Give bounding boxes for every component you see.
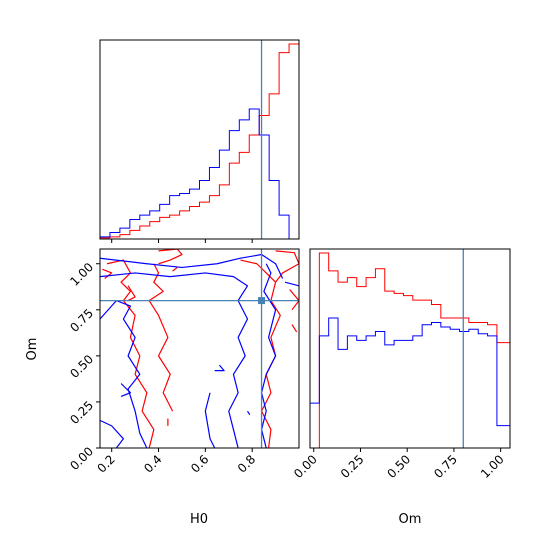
hist-om-red-series [310,252,510,448]
x-axis-label-om: Om [399,512,422,527]
contour-red-line [148,263,174,412]
contour-x-tick-label: 0.6 [188,452,211,475]
contour-y-tick-label: 1.00 [67,260,96,289]
hist-h0-red-series [100,43,299,239]
y-axis-label-om: Om [25,338,40,361]
contour-blue-line [214,364,225,372]
contour-red-line [275,250,299,283]
x-axis-label-h0: H0 [190,512,208,527]
contour-blue-line [100,299,148,448]
hist-om-x-tick-label: 0.00 [291,452,320,481]
contour-red-line [106,259,155,448]
contour-blue-line [246,410,251,416]
contour-red-line [127,285,136,302]
contour-blue-line [284,281,299,287]
contour-red-line [291,324,298,333]
histogram-om-panel: 0.00 0.25 0.50 0.75 1.00 Om [291,248,511,527]
hist-om-x-tick-label: 0.25 [338,452,367,481]
contour-red-line [172,266,178,272]
contour-y-tick-label: 0.25 [67,398,96,427]
truth-marker [258,297,266,305]
histogram-h0-frame [99,39,300,240]
contour-x-tick-label: 0.8 [235,452,258,475]
contour-blue-line [120,383,132,397]
histogram-h0-panel [99,39,300,243]
histogram-om-frame [309,248,511,449]
contour-h0-om-panel: 0.2 0.4 0.6 0.8 0.00 0.25 0.50 0.75 1.00 H0 Om [25,248,300,527]
contour-blue-line [204,392,216,448]
contour-blue-line [100,272,249,448]
contour-red-line [158,249,183,265]
contour-blue-line [100,419,125,448]
contour-red-line [102,268,113,279]
contour-y-tick-label: 0.00 [67,444,96,473]
contour-x-tick-label: 0.2 [94,452,117,475]
hist-om-x-tick-label: 0.50 [385,452,414,481]
contour-y-tick-label: 0.50 [67,352,96,381]
contour-blue-line [100,253,284,279]
contour-blue-line [260,263,277,448]
hist-om-blue-series [310,317,510,448]
contour-x-tick-label: 0.4 [141,452,164,475]
contour-red-line [289,289,299,311]
hist-om-x-tick-label: 0.75 [431,452,460,481]
contour-y-tick-label: 0.75 [67,306,96,335]
contour-frame [99,248,300,449]
hist-om-x-tick-label: 1.00 [478,452,507,481]
hist-h0-blue-series [100,108,299,239]
